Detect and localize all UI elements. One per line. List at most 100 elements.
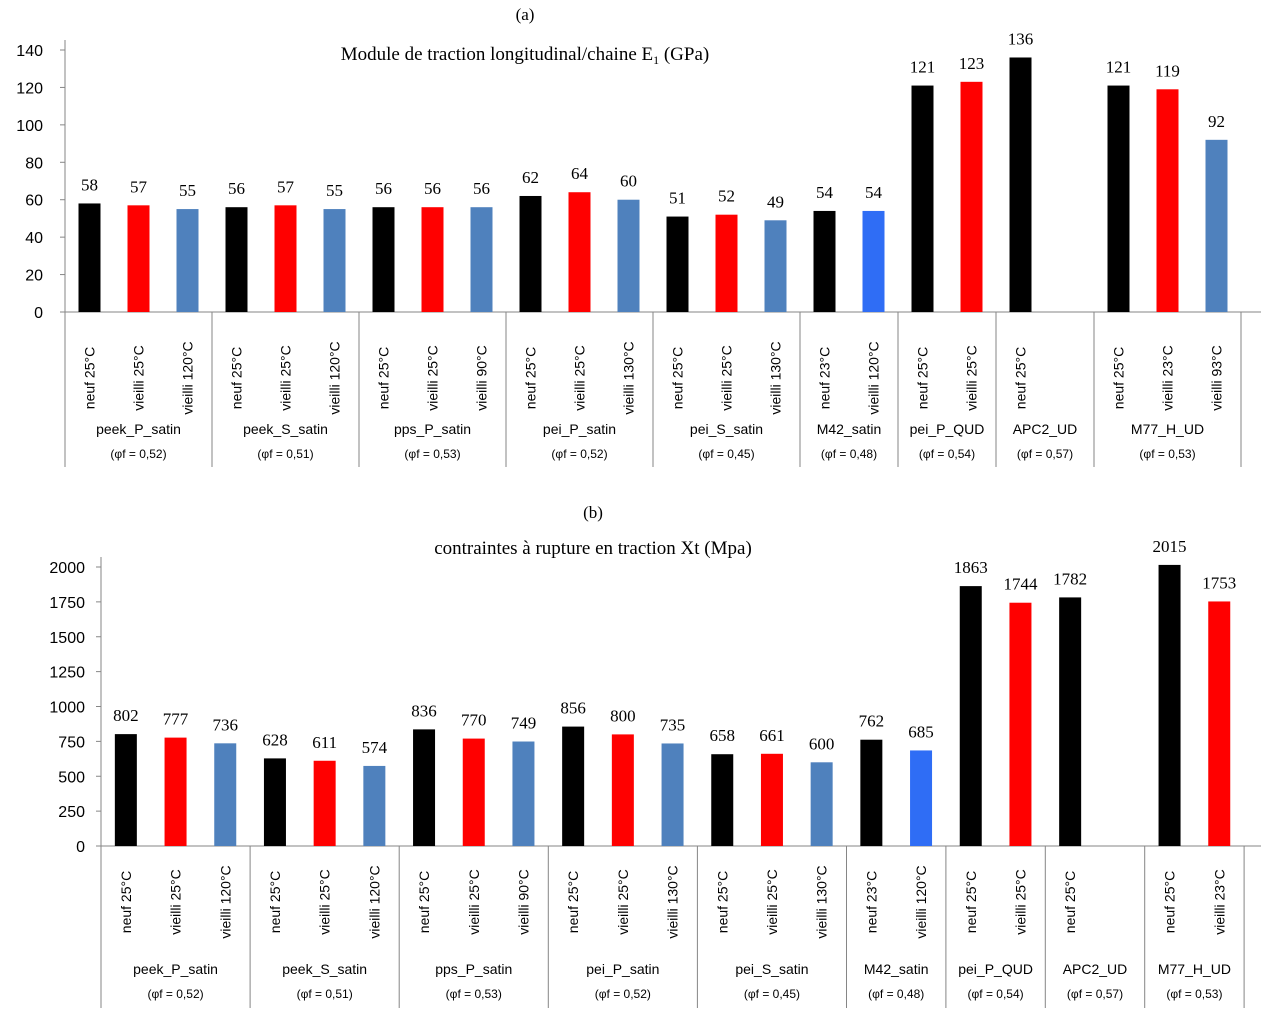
group-name: peek_S_satin <box>243 421 328 437</box>
category-label: neuf 25°C <box>267 871 283 933</box>
category-label: vieilli 120°C <box>327 341 343 414</box>
category-label: neuf 25°C <box>229 347 245 409</box>
group-name: M42_satin <box>817 421 882 437</box>
category-label: vieilli 120°C <box>366 865 382 938</box>
y-tick-label: 250 <box>58 804 85 821</box>
bar <box>114 734 137 846</box>
category-label: vieilli 25°C <box>964 345 980 411</box>
data-label: 2015 <box>1153 537 1187 556</box>
bar <box>1156 89 1179 312</box>
category-label: neuf 25°C <box>1013 347 1029 409</box>
category-label: neuf 25°C <box>714 871 730 933</box>
bar <box>760 753 783 846</box>
group-fraction: (φf = 0,51) <box>257 447 313 461</box>
category-label: vieilli 90°C <box>515 869 531 935</box>
bar <box>214 743 237 846</box>
group-name: pei_P_QUD <box>958 961 1033 977</box>
category-label: vieilli 93°C <box>1209 345 1225 411</box>
bar <box>764 220 787 312</box>
category-label: vieilli 25°C <box>131 345 147 411</box>
category-label: neuf 23°C <box>863 871 879 933</box>
group-name: M77_H_UD <box>1131 421 1204 437</box>
panel-label: (b) <box>583 503 603 522</box>
bar <box>862 210 885 312</box>
y-tick-label: 120 <box>16 80 43 97</box>
group-fraction: (φf = 0,53) <box>404 447 460 461</box>
group-name: peek_P_satin <box>133 961 218 977</box>
data-label: 119 <box>1155 61 1180 80</box>
y-tick-label: 20 <box>25 268 43 285</box>
category-label: vieilli 130°C <box>621 341 637 414</box>
data-label: 802 <box>113 706 139 725</box>
y-tick-label: 1250 <box>49 665 85 682</box>
bar <box>519 195 542 312</box>
data-label: 55 <box>326 181 343 200</box>
bar <box>225 207 248 312</box>
group-name: pei_P_satin <box>586 961 659 977</box>
bar <box>568 192 591 312</box>
y-tick-label: 2000 <box>49 560 85 577</box>
bar <box>1107 85 1130 312</box>
bar <box>1009 602 1032 846</box>
bar <box>1205 139 1228 312</box>
category-label: vieilli 130°C <box>665 865 681 938</box>
bar <box>1059 597 1082 846</box>
data-label: 136 <box>1008 29 1034 48</box>
group-fraction: (φf = 0,52) <box>110 447 166 461</box>
chart-title: contraintes à rupture en traction Xt (Mp… <box>434 538 752 559</box>
data-label: 64 <box>571 164 589 183</box>
category-label: neuf 25°C <box>565 871 581 933</box>
bar <box>611 734 634 846</box>
group-fraction: (φf = 0,52) <box>147 987 203 1001</box>
data-label: 574 <box>362 738 388 757</box>
bar <box>413 729 436 846</box>
category-label: neuf 25°C <box>1162 871 1178 933</box>
category-label: neuf 25°C <box>82 347 98 409</box>
category-label: vieilli 90°C <box>474 345 490 411</box>
data-label: 60 <box>620 172 637 191</box>
data-label: 121 <box>910 58 936 77</box>
data-label: 658 <box>710 726 736 745</box>
category-label: neuf 25°C <box>1111 347 1127 409</box>
bar <box>78 203 101 312</box>
data-label: 56 <box>228 179 245 198</box>
data-label: 762 <box>859 712 885 731</box>
bar <box>860 739 883 846</box>
data-label: 1782 <box>1053 569 1087 588</box>
chart-title: Module de traction longitudinal/chaine E… <box>341 44 710 67</box>
data-label: 56 <box>424 179 441 198</box>
bar <box>711 754 734 846</box>
category-label: vieilli 130°C <box>814 865 830 938</box>
group-fraction: (φf = 0,54) <box>919 447 975 461</box>
group-fraction: (φf = 0,53) <box>1139 447 1195 461</box>
group-name: pps_P_satin <box>394 421 471 437</box>
category-label: neuf 25°C <box>963 871 979 933</box>
data-label: 1744 <box>1003 575 1038 594</box>
group-fraction: (φf = 0,45) <box>698 447 754 461</box>
data-label: 54 <box>816 183 834 202</box>
group-fraction: (φf = 0,52) <box>551 447 607 461</box>
category-label: vieilli 25°C <box>466 869 482 935</box>
bar <box>959 586 982 846</box>
category-label: vieilli 120°C <box>866 341 882 414</box>
group-fraction: (φf = 0,54) <box>968 987 1024 1001</box>
category-label: vieilli 120°C <box>913 865 929 938</box>
data-label: 62 <box>522 168 539 187</box>
y-tick-label: 80 <box>25 155 43 172</box>
bar <box>263 758 286 846</box>
data-label: 770 <box>461 711 487 730</box>
data-label: 57 <box>130 177 148 196</box>
data-label: 856 <box>560 699 586 718</box>
category-label: neuf 25°C <box>416 871 432 933</box>
bar <box>323 209 346 312</box>
bar <box>363 765 386 846</box>
y-tick-label: 500 <box>58 769 85 786</box>
group-name: pei_S_satin <box>735 961 808 977</box>
bar <box>470 207 493 312</box>
data-label: 1863 <box>954 558 988 577</box>
category-label: vieilli 23°C <box>1211 869 1227 935</box>
panel-b-chart: (b) contraintes à rupture en traction Xt … <box>49 503 1261 1008</box>
data-label: 611 <box>312 733 337 752</box>
category-label: vieilli 25°C <box>572 345 588 411</box>
